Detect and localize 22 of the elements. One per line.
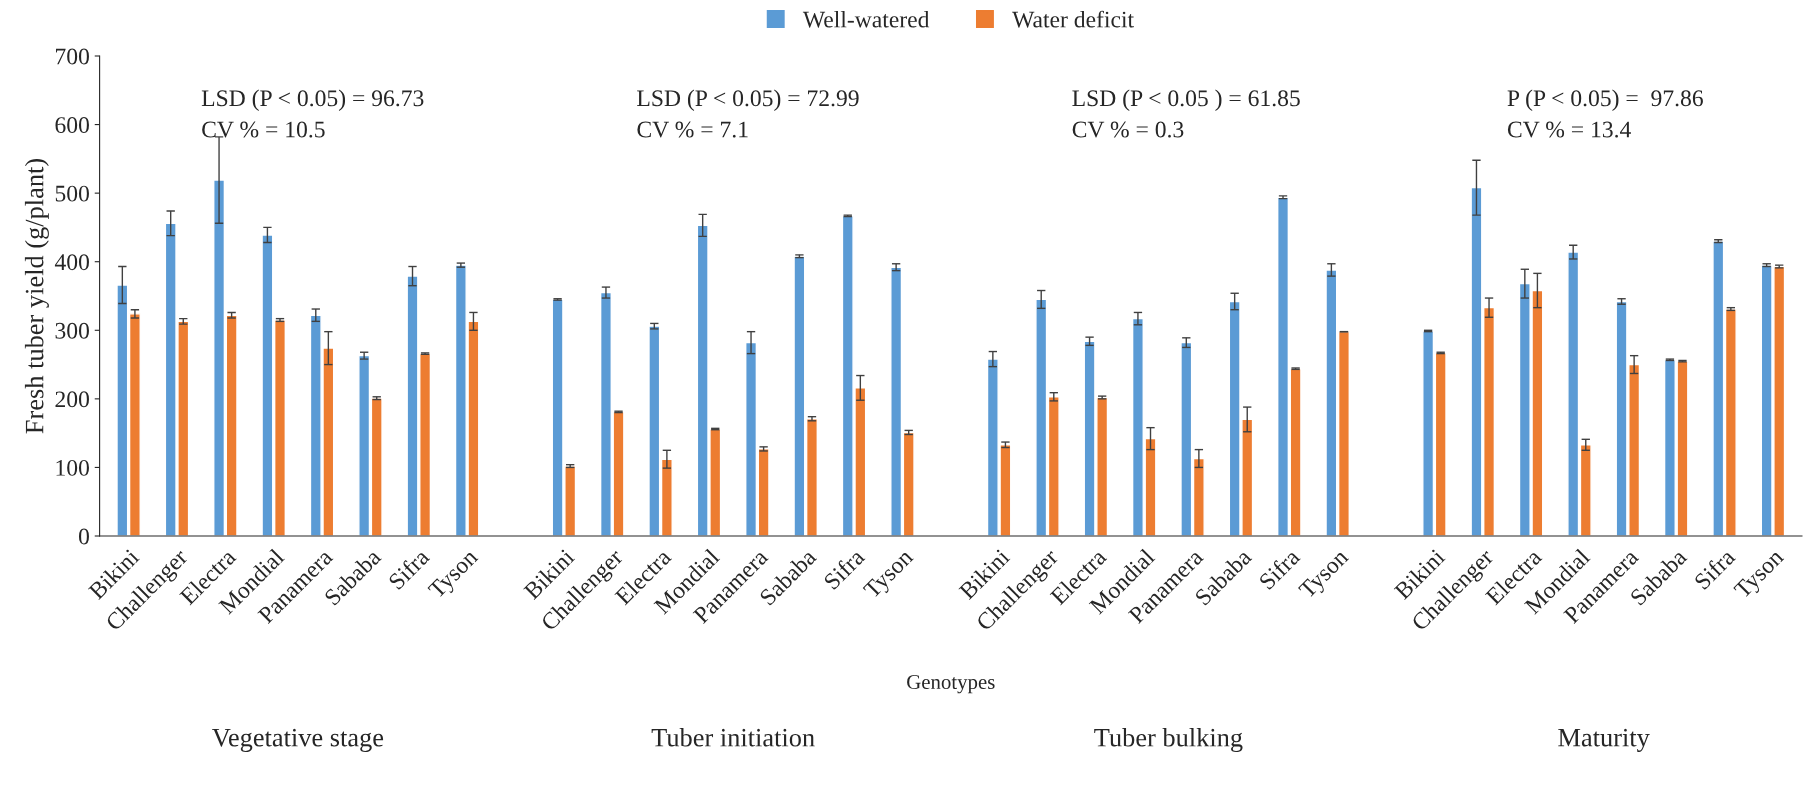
legend-label: Well-watered <box>802 10 930 28</box>
annotation: LSD (P < 0.05) = 96.73 CV % = 10.5 <box>201 89 424 138</box>
annotation: P (P < 0.05) = 97.86 CV % = 13.4 <box>1507 89 1703 138</box>
y-tick-label: 300 <box>55 322 89 339</box>
y-tick-label: 700 <box>56 48 89 65</box>
x-tick-label: Sifra <box>387 547 431 591</box>
y-tick-label: 500 <box>55 185 89 202</box>
y-tick-label: 200 <box>55 391 89 408</box>
annotation: LSD (P < 0.05) = 72.99 CV % = 7.1 <box>637 89 859 138</box>
text: Vegetative stage <box>212 728 384 752</box>
text: Tuber bulking <box>1094 728 1243 753</box>
y-tick-label: 100 <box>56 459 89 476</box>
y-tick-label: 600 <box>55 117 89 133</box>
text: Tuber initiation <box>651 728 815 747</box>
y-tick-label: 400 <box>54 254 89 271</box>
x-tick-label: Sifra <box>822 547 866 591</box>
y-axis-title: Fresh tuber yield (g/plant) <box>24 159 49 434</box>
annotation: LSD (P < 0.05 ) = 61.85 CV % = 0.3 <box>1072 89 1300 138</box>
text: Maturity <box>1558 728 1650 752</box>
legend-label: Water deficit <box>1012 10 1134 28</box>
x-axis-title: Genotypes <box>907 675 995 694</box>
y-tick-label: 0 <box>78 528 89 545</box>
